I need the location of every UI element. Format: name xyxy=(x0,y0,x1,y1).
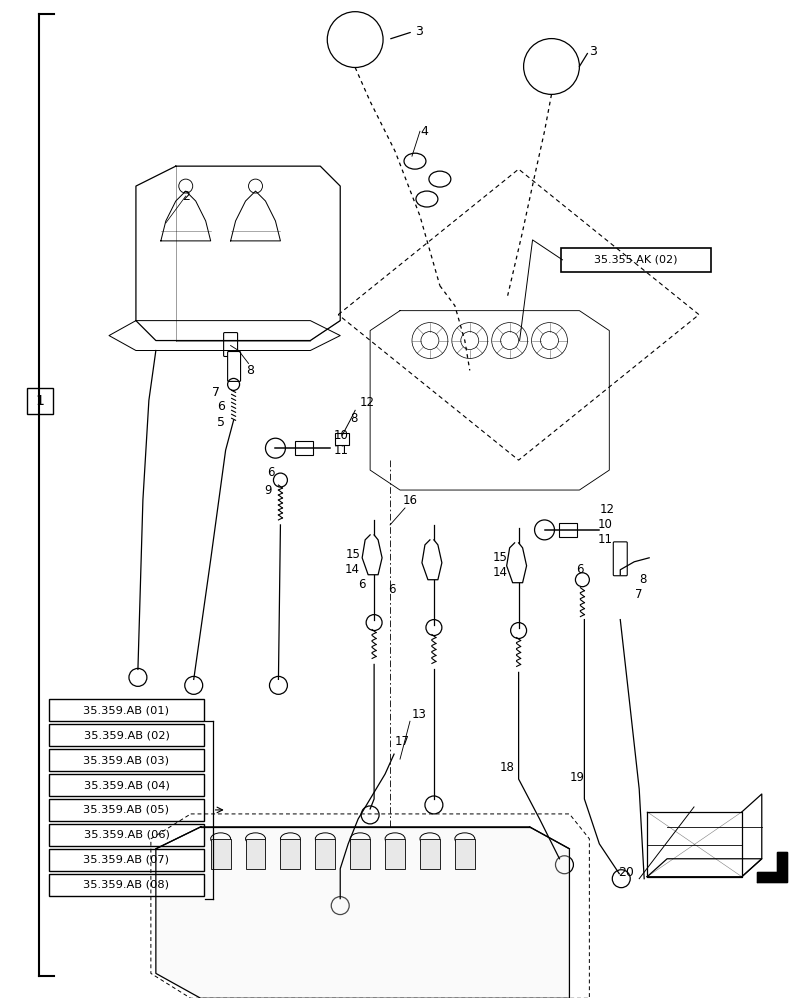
Text: 35.359.AB (03): 35.359.AB (03) xyxy=(84,755,169,765)
Text: 35.355.AK (02): 35.355.AK (02) xyxy=(594,255,677,265)
Text: 35.359.AB (07): 35.359.AB (07) xyxy=(84,855,169,865)
Text: 8: 8 xyxy=(247,364,254,377)
Bar xyxy=(350,839,370,869)
Text: 19: 19 xyxy=(569,771,584,784)
Text: 14: 14 xyxy=(345,563,360,576)
Text: 4: 4 xyxy=(419,125,427,138)
Text: 11: 11 xyxy=(333,444,348,457)
Bar xyxy=(49,849,204,871)
Text: 11: 11 xyxy=(597,533,611,546)
Text: 35.359.AB (08): 35.359.AB (08) xyxy=(84,880,169,890)
Polygon shape xyxy=(156,827,569,998)
Text: 3: 3 xyxy=(414,25,423,38)
Text: 7: 7 xyxy=(212,386,220,399)
Bar xyxy=(295,441,313,455)
Text: 13: 13 xyxy=(411,708,427,721)
FancyBboxPatch shape xyxy=(612,542,626,576)
Text: 15: 15 xyxy=(492,551,507,564)
Text: 17: 17 xyxy=(394,735,410,748)
Text: 12: 12 xyxy=(360,396,375,409)
Bar xyxy=(419,839,440,869)
Bar xyxy=(454,839,474,869)
Bar xyxy=(559,523,577,537)
Text: 1: 1 xyxy=(36,394,45,408)
Text: 8: 8 xyxy=(350,412,357,425)
Text: 6: 6 xyxy=(575,563,582,576)
Bar xyxy=(49,874,204,896)
Text: 35.359.AB (06): 35.359.AB (06) xyxy=(84,830,169,840)
Text: 6: 6 xyxy=(357,578,365,591)
Text: 5: 5 xyxy=(217,416,225,429)
Text: 2: 2 xyxy=(182,190,190,203)
Bar xyxy=(315,839,335,869)
Text: 14: 14 xyxy=(492,566,507,579)
Text: 35.359.AB (05): 35.359.AB (05) xyxy=(84,805,169,815)
Polygon shape xyxy=(756,852,786,882)
Bar xyxy=(49,699,204,721)
Text: 10: 10 xyxy=(597,518,611,531)
Text: 35.359.AB (01): 35.359.AB (01) xyxy=(84,705,169,715)
Text: 20: 20 xyxy=(618,866,633,879)
Bar xyxy=(49,774,204,796)
Bar xyxy=(335,433,349,445)
Text: 18: 18 xyxy=(499,761,514,774)
Text: 9: 9 xyxy=(264,484,272,497)
Text: 35.359.AB (04): 35.359.AB (04) xyxy=(84,780,169,790)
Text: 16: 16 xyxy=(402,493,417,506)
Text: 12: 12 xyxy=(599,503,614,516)
Bar xyxy=(280,839,300,869)
Bar xyxy=(28,388,54,414)
Text: 3: 3 xyxy=(589,45,597,58)
Bar xyxy=(210,839,230,869)
Text: 6: 6 xyxy=(217,400,225,413)
Text: 10: 10 xyxy=(333,429,348,442)
Bar xyxy=(49,724,204,746)
Bar xyxy=(49,799,204,821)
FancyBboxPatch shape xyxy=(560,248,710,272)
Text: 8: 8 xyxy=(638,573,646,586)
Bar xyxy=(49,824,204,846)
Text: 7: 7 xyxy=(634,588,642,601)
FancyBboxPatch shape xyxy=(223,333,238,356)
Text: 35.359.AB (02): 35.359.AB (02) xyxy=(84,730,169,740)
Bar xyxy=(245,839,265,869)
Text: 6: 6 xyxy=(266,466,274,479)
Bar xyxy=(384,839,405,869)
Bar xyxy=(49,749,204,771)
FancyBboxPatch shape xyxy=(227,352,240,381)
Text: 6: 6 xyxy=(388,583,395,596)
Text: 15: 15 xyxy=(345,548,360,561)
